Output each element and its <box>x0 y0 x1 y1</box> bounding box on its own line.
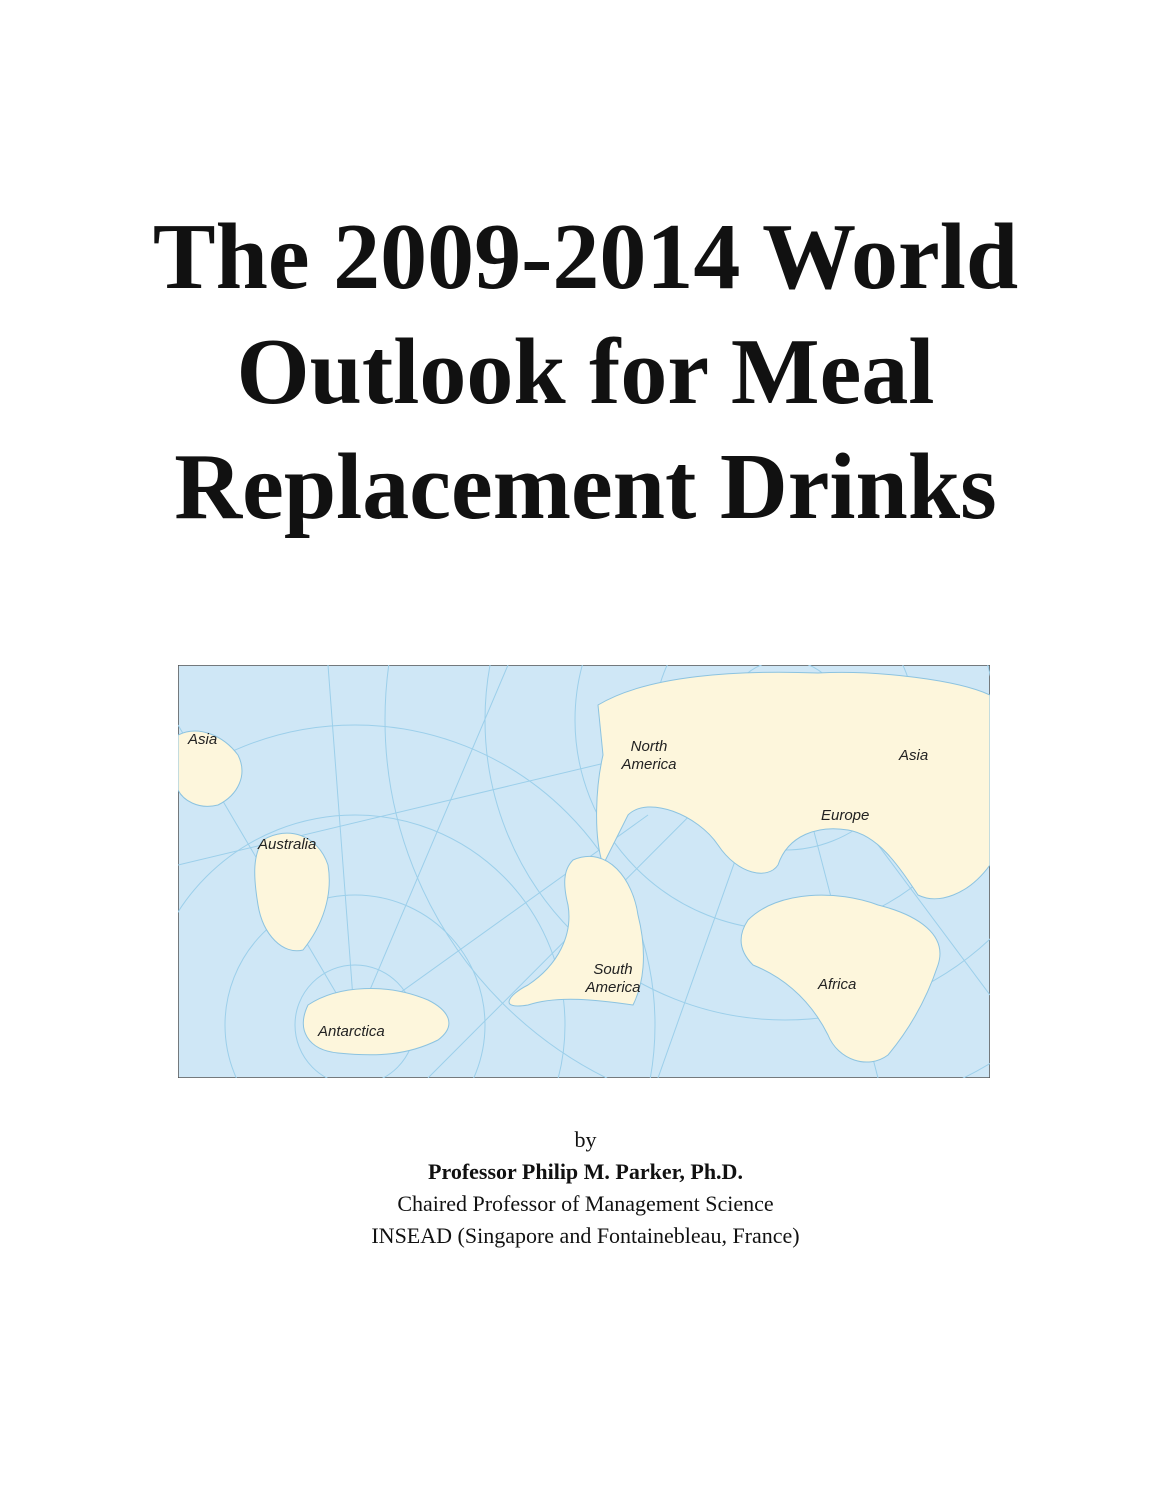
world-map: Asia Australia Antarctica North America … <box>178 665 990 1078</box>
title: The 2009-2014 World Outlook for Meal Rep… <box>0 200 1171 545</box>
map-label: Antarctica <box>318 1023 385 1040</box>
title-line: Outlook for Meal <box>236 320 935 424</box>
map-label: Asia <box>899 747 929 764</box>
byline: by Professor Philip M. Parker, Ph.D. Cha… <box>0 1124 1171 1252</box>
title-line: The 2009-2014 World <box>152 205 1019 309</box>
affiliation: INSEAD (Singapore and Fontainebleau, Fra… <box>371 1223 800 1248</box>
map-label: Australia <box>258 836 317 853</box>
map-label: Europe <box>821 807 870 824</box>
title-line: Replacement Drinks <box>174 435 997 539</box>
map-graphic <box>178 665 990 1078</box>
map-label: Asia <box>188 731 218 748</box>
map-label: South America <box>585 961 641 996</box>
position: Chaired Professor of Management Science <box>397 1191 774 1216</box>
by: by <box>574 1127 597 1152</box>
author: Professor Philip M. Parker, Ph.D. <box>428 1159 743 1184</box>
map-label: North America <box>621 738 677 773</box>
map-label: Africa <box>818 976 857 993</box>
